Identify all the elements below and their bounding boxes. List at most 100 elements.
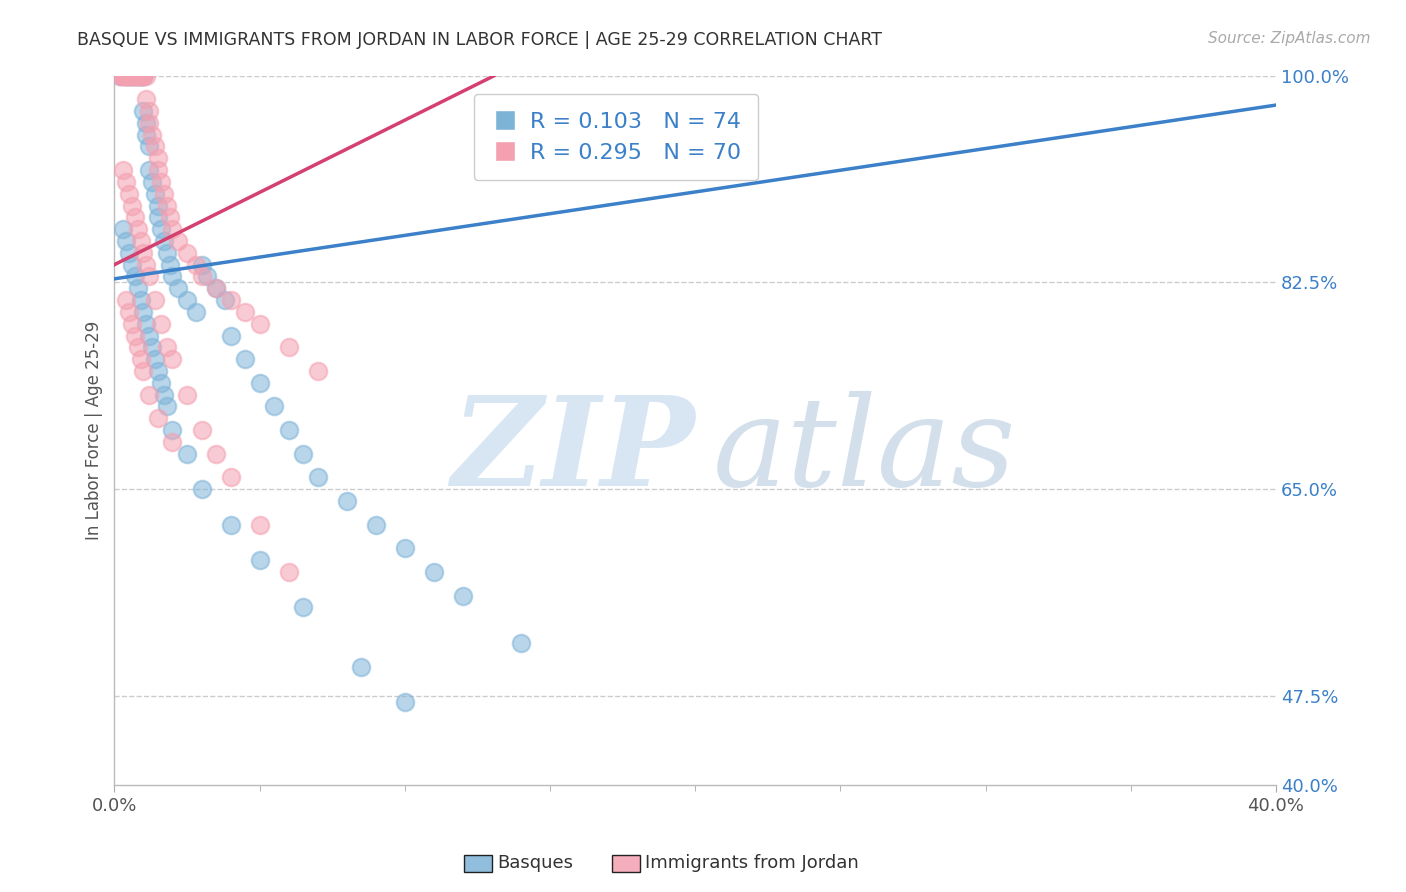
Point [138, 116, 160, 130]
Point [451, 589, 474, 603]
Text: Immigrants from Jordan: Immigrants from Jordan [645, 855, 859, 872]
Point [190, 258, 212, 272]
Point [162, 352, 184, 367]
Point [115, 69, 138, 83]
Point [364, 517, 387, 532]
Point [190, 423, 212, 437]
Point [121, 317, 143, 331]
Point [132, 69, 155, 83]
Point [124, 69, 146, 83]
Point [205, 447, 228, 461]
Point [112, 69, 135, 83]
Point [146, 151, 169, 165]
Point [112, 69, 135, 83]
Point [129, 69, 152, 83]
Point [132, 305, 155, 319]
Point [118, 69, 141, 83]
Point [135, 128, 157, 142]
Point [156, 245, 179, 260]
Point [118, 305, 141, 319]
Point [141, 340, 163, 354]
Point [277, 565, 299, 579]
Point [176, 447, 198, 461]
Point [219, 293, 242, 307]
Point [129, 69, 152, 83]
Point [214, 293, 236, 307]
Point [184, 258, 207, 272]
Point [219, 517, 242, 532]
Point [336, 494, 359, 508]
Point [118, 69, 141, 83]
Point [138, 269, 160, 284]
Point [132, 69, 155, 83]
Point [159, 211, 181, 225]
Point [146, 411, 169, 425]
Point [127, 69, 149, 83]
Point [149, 222, 172, 236]
Point [129, 69, 152, 83]
Point [124, 328, 146, 343]
Point [292, 447, 315, 461]
Point [127, 69, 149, 83]
Point [138, 139, 160, 153]
Point [167, 281, 190, 295]
Point [121, 69, 143, 83]
Point [292, 600, 315, 615]
Point [162, 434, 184, 449]
Point [124, 211, 146, 225]
Point [112, 163, 135, 178]
Point [129, 234, 152, 248]
Point [121, 198, 143, 212]
Point [176, 293, 198, 307]
Point [121, 69, 143, 83]
Point [115, 234, 138, 248]
Point [233, 305, 256, 319]
Point [110, 69, 132, 83]
Point [143, 293, 166, 307]
Point [121, 258, 143, 272]
Legend: R = 0.103   N = 74, R = 0.295   N = 70: R = 0.103 N = 74, R = 0.295 N = 70 [474, 94, 758, 180]
Point [118, 245, 141, 260]
Point [394, 695, 416, 709]
Point [143, 352, 166, 367]
Point [112, 69, 135, 83]
Point [143, 139, 166, 153]
Point [138, 387, 160, 401]
Point [132, 245, 155, 260]
Point [205, 281, 228, 295]
Point [162, 222, 184, 236]
Point [110, 69, 132, 83]
Text: Source: ZipAtlas.com: Source: ZipAtlas.com [1208, 31, 1371, 46]
Point [394, 541, 416, 556]
Point [167, 234, 190, 248]
Point [118, 69, 141, 83]
Point [124, 69, 146, 83]
Point [135, 258, 157, 272]
Point [124, 69, 146, 83]
Point [127, 340, 149, 354]
Point [132, 69, 155, 83]
Point [350, 659, 373, 673]
Point [138, 103, 160, 118]
Point [219, 328, 242, 343]
Point [156, 198, 179, 212]
Point [115, 293, 138, 307]
Point [115, 175, 138, 189]
Point [249, 553, 271, 567]
Point [146, 211, 169, 225]
Point [129, 69, 152, 83]
Text: Basques: Basques [498, 855, 574, 872]
Point [277, 423, 299, 437]
Point [152, 234, 174, 248]
Point [159, 258, 181, 272]
Point [156, 400, 179, 414]
Point [307, 364, 329, 378]
Point [162, 269, 184, 284]
Point [233, 352, 256, 367]
Point [132, 103, 155, 118]
Point [205, 281, 228, 295]
Point [121, 69, 143, 83]
Point [263, 400, 285, 414]
Point [219, 470, 242, 484]
Point [121, 69, 143, 83]
